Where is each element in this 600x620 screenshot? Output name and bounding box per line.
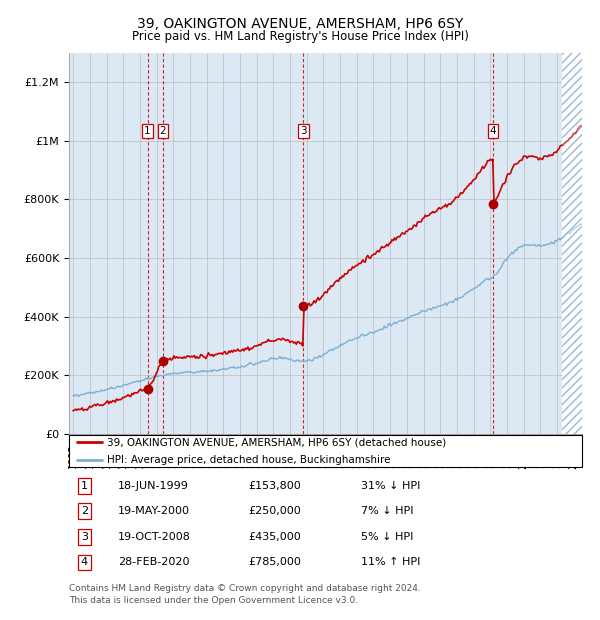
Text: £153,800: £153,800 [248,481,301,491]
Text: 31% ↓ HPI: 31% ↓ HPI [361,481,421,491]
Text: Price paid vs. HM Land Registry's House Price Index (HPI): Price paid vs. HM Land Registry's House … [131,30,469,43]
Text: £435,000: £435,000 [248,532,301,542]
Text: 19-MAY-2000: 19-MAY-2000 [118,506,190,516]
Text: 7% ↓ HPI: 7% ↓ HPI [361,506,414,516]
Text: 2: 2 [160,126,166,136]
Text: 19-OCT-2008: 19-OCT-2008 [118,532,191,542]
Text: 2: 2 [81,506,88,516]
Text: HPI: Average price, detached house, Buckinghamshire: HPI: Average price, detached house, Buck… [107,456,391,466]
Text: 4: 4 [490,126,496,136]
Text: 5% ↓ HPI: 5% ↓ HPI [361,532,414,542]
Text: 1: 1 [144,126,151,136]
Text: 39, OAKINGTON AVENUE, AMERSHAM, HP6 6SY (detached house): 39, OAKINGTON AVENUE, AMERSHAM, HP6 6SY … [107,437,447,448]
Text: £250,000: £250,000 [248,506,301,516]
Text: 1: 1 [81,481,88,491]
Text: £785,000: £785,000 [248,557,301,567]
Text: Contains HM Land Registry data © Crown copyright and database right 2024.
This d: Contains HM Land Registry data © Crown c… [69,584,421,605]
Text: 4: 4 [81,557,88,567]
Text: 3: 3 [300,126,307,136]
Text: 39, OAKINGTON AVENUE, AMERSHAM, HP6 6SY: 39, OAKINGTON AVENUE, AMERSHAM, HP6 6SY [137,17,463,32]
Text: 18-JUN-1999: 18-JUN-1999 [118,481,188,491]
FancyBboxPatch shape [69,435,582,467]
Text: 3: 3 [81,532,88,542]
Bar [562,53,582,434]
Text: 11% ↑ HPI: 11% ↑ HPI [361,557,421,567]
Text: 28-FEB-2020: 28-FEB-2020 [118,557,189,567]
